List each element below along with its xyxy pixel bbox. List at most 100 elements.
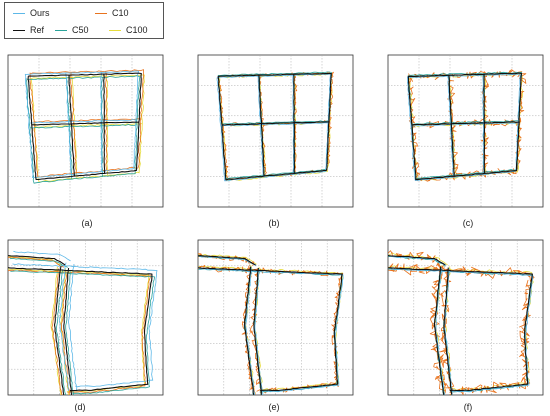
legend-item-ref: Ref — [13, 24, 44, 36]
series-line-ours — [13, 250, 71, 262]
legend-label-c10: C10 — [112, 8, 129, 18]
series-line-c50 — [25, 75, 141, 184]
series-line-ref — [412, 121, 519, 126]
legend-item-c100: C100 — [109, 24, 148, 36]
panel-label-c: (c) — [462, 218, 474, 228]
plot-area — [24, 69, 145, 184]
legend-swatch-c10 — [95, 13, 107, 15]
legend-swatch-c50 — [55, 30, 67, 32]
series-line-c50 — [9, 258, 68, 268]
series-line-ref — [407, 72, 523, 181]
series-line-ours — [65, 73, 72, 174]
series-line-ours — [407, 73, 521, 181]
series-line-ref — [483, 74, 486, 174]
series-line-ref — [388, 254, 446, 266]
series-line-c10 — [293, 75, 298, 175]
plot-frame — [7, 239, 164, 396]
series-line-c50 — [101, 77, 104, 178]
series-line-c100 — [105, 75, 109, 176]
legend-item-ours: Ours — [13, 7, 50, 19]
series-line-ref — [198, 267, 343, 392]
legend-item-c10: C10 — [95, 7, 129, 19]
series-line-ours — [12, 263, 158, 388]
series-line-ref — [68, 74, 75, 177]
series-line-ref — [433, 266, 445, 395]
plot-area — [407, 69, 527, 182]
panel-label-f: (f) — [463, 402, 473, 412]
series-line-ours — [447, 76, 454, 178]
plot-area — [8, 250, 158, 395]
series-line-ref — [27, 72, 142, 181]
series-line-c10 — [407, 69, 527, 182]
series-line-ref — [443, 267, 453, 395]
series-line-c10 — [8, 269, 152, 393]
plot-frame — [197, 239, 354, 396]
series-line-c50 — [411, 120, 519, 125]
series-line-c100 — [8, 268, 150, 393]
plot-area — [388, 250, 535, 395]
series-line-ours — [28, 119, 137, 124]
series-line-ours — [410, 122, 518, 127]
series-line-ref — [244, 266, 255, 395]
series-line-ours — [58, 262, 69, 391]
series-line-ours — [388, 255, 447, 266]
series-line-ref — [388, 267, 533, 392]
plot-area — [216, 71, 334, 182]
series-line-c50 — [29, 124, 137, 129]
series-line-ref — [253, 267, 262, 395]
legend-label-ref: Ref — [30, 25, 45, 35]
series-line-c10 — [70, 72, 77, 174]
legend: Ours C10 Ref C50 C100 — [4, 2, 164, 39]
series-line-ours — [216, 73, 331, 182]
series-line-c50 — [10, 270, 155, 395]
series-line-ref — [293, 74, 296, 174]
series-line-ours — [100, 71, 103, 172]
legend-swatch-ref — [13, 30, 25, 32]
series-line-ref — [63, 268, 73, 395]
series-line-c10 — [8, 256, 64, 268]
series-line-ours — [199, 255, 257, 267]
panel-b — [197, 54, 354, 208]
series-line-ref — [198, 255, 256, 266]
series-line-c10 — [33, 118, 142, 123]
series-line-ref — [8, 267, 153, 392]
series-line-c10 — [51, 268, 63, 395]
series-line-ours — [220, 122, 329, 127]
series-line-c50 — [55, 269, 67, 395]
series-line-ref — [53, 266, 65, 395]
legend-swatch-ours — [13, 13, 25, 15]
series-line-c100 — [30, 74, 145, 183]
series-line-ours — [482, 74, 485, 175]
series-line-ref — [258, 75, 265, 177]
series-line-c50 — [65, 270, 74, 395]
series-line-ref — [448, 75, 455, 177]
series-line-c10 — [29, 69, 144, 178]
series-line-ours — [257, 75, 264, 177]
series-line-ours — [24, 70, 140, 178]
panel-a — [7, 54, 164, 208]
series-line-c100 — [408, 73, 523, 181]
series-line-c100 — [50, 266, 62, 395]
legend-swatch-c100 — [109, 30, 121, 32]
panel-f — [387, 239, 544, 396]
legend-label-ours: Ours — [30, 8, 50, 18]
series-line-ref — [8, 255, 66, 266]
series-line-ours — [443, 268, 453, 395]
panel-label-b: (b) — [268, 218, 280, 228]
panel-label-a: (a) — [81, 218, 93, 228]
panel-d — [7, 239, 164, 396]
series-line-ref — [103, 74, 106, 174]
legend-item-c50: C50 — [55, 24, 89, 36]
plot-frame — [387, 239, 544, 396]
panel-label-e: (e) — [268, 402, 280, 412]
series-line-ours — [292, 75, 294, 175]
series-line-c50 — [222, 120, 330, 125]
panel-c — [387, 54, 544, 208]
series-line-ours — [198, 268, 344, 393]
panel-label-d: (d) — [74, 402, 86, 412]
series-line-ours — [388, 268, 534, 393]
series-line-ref — [32, 121, 140, 126]
series-line-ours — [68, 263, 78, 392]
plot-area — [198, 253, 344, 395]
